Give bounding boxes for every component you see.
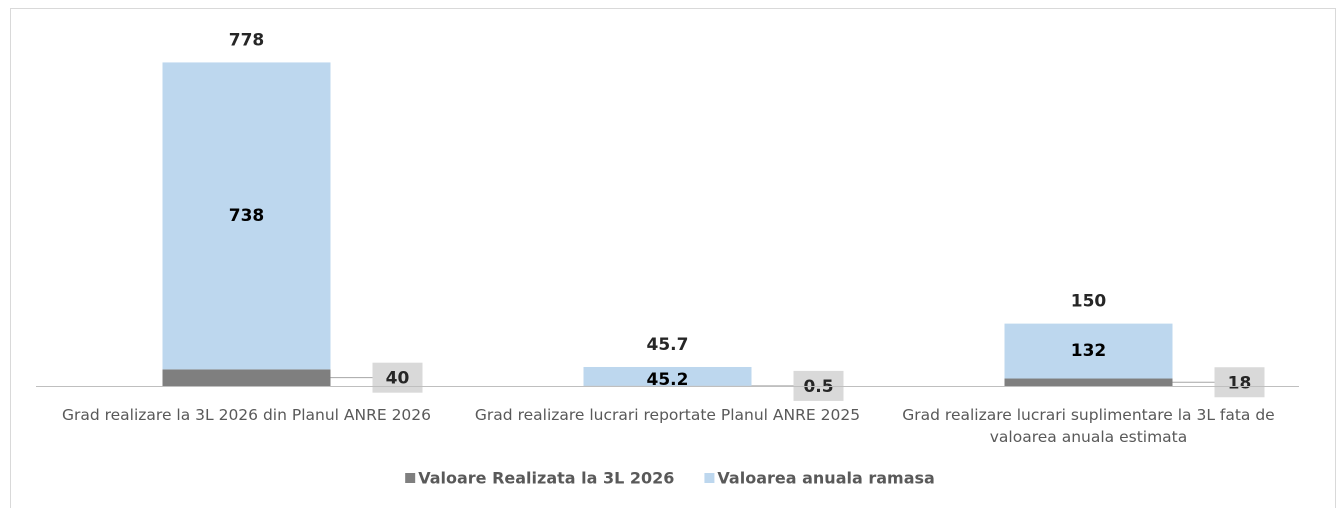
data-label: 40 bbox=[386, 369, 410, 389]
bar-segment bbox=[583, 366, 752, 386]
label-box bbox=[793, 370, 844, 401]
x-tick-label: Grad realizare lucrari reportate Planul … bbox=[474, 406, 861, 424]
bar-segment bbox=[1004, 378, 1173, 386]
data-label: 738 bbox=[229, 206, 265, 226]
x-tick-label: Grad realizare lucrari suplimentare la 3… bbox=[902, 406, 1275, 446]
chart-border bbox=[10, 8, 1336, 508]
legend: Valoare Realizata la 3L 2026 Valoarea anu… bbox=[405, 469, 935, 488]
data-label: 18 bbox=[1228, 373, 1252, 393]
total-label: 150 bbox=[1071, 292, 1107, 312]
label-box bbox=[1214, 367, 1265, 398]
legend-label: Valoare Realizata la 3L 2026 bbox=[418, 469, 674, 488]
data-label: 45.2 bbox=[647, 370, 689, 390]
label-box bbox=[372, 362, 423, 393]
total-label: 45.7 bbox=[647, 335, 689, 355]
data-label: 132 bbox=[1071, 341, 1107, 361]
bar-segment bbox=[162, 369, 331, 386]
bar-segment bbox=[162, 62, 331, 370]
legend-label: Valoarea anuala ramasa bbox=[717, 469, 934, 488]
legend-swatch bbox=[704, 473, 715, 483]
legend-swatch bbox=[405, 473, 416, 483]
total-label: 778 bbox=[229, 30, 265, 50]
x-tick-label: Grad realizare la 3L 2026 din Planul ANR… bbox=[61, 406, 432, 424]
bar-segment bbox=[1004, 323, 1173, 379]
